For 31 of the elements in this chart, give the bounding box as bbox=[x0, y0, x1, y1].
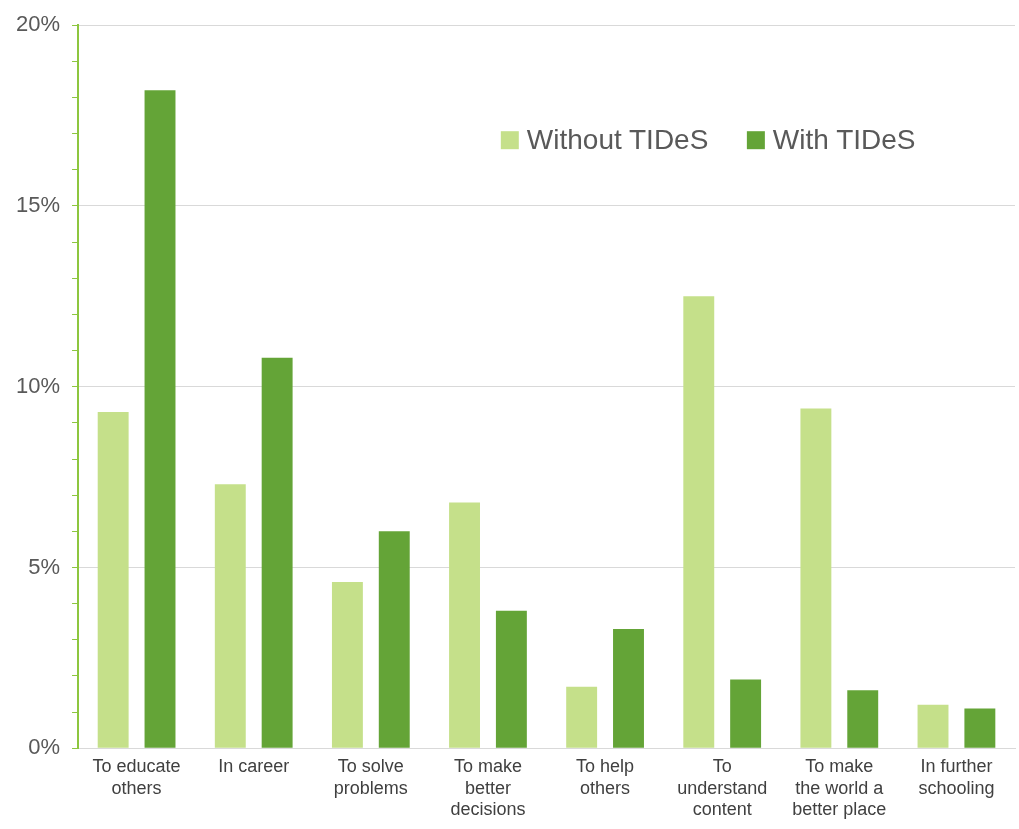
bar bbox=[964, 708, 996, 748]
x-tick-label: To make better decisions bbox=[450, 755, 526, 820]
y-tick-label: 10% bbox=[15, 372, 61, 398]
bar bbox=[214, 484, 246, 748]
bar bbox=[261, 357, 293, 748]
y-tick-label: 5% bbox=[28, 553, 61, 579]
y-tick-label: 15% bbox=[15, 192, 61, 218]
bar bbox=[730, 679, 762, 748]
bar bbox=[144, 90, 176, 748]
y-tick-label: 20% bbox=[15, 11, 61, 37]
bar bbox=[495, 610, 527, 748]
bar bbox=[97, 412, 129, 748]
x-tick-label: To help others bbox=[576, 755, 635, 798]
bar bbox=[378, 531, 410, 748]
bar bbox=[683, 296, 715, 748]
legend-label: With TIDeS bbox=[772, 123, 916, 155]
x-tick-label: To understand content bbox=[677, 755, 768, 820]
bar bbox=[449, 502, 480, 748]
x-tick-label: To make the world a better place bbox=[792, 755, 887, 820]
x-tick-label: In career bbox=[218, 755, 290, 776]
bar bbox=[917, 704, 949, 748]
bar bbox=[847, 690, 879, 748]
x-tick-label: To educate others bbox=[92, 755, 181, 798]
x-tick-label: In further schooling bbox=[918, 755, 995, 798]
y-tick-label: 0% bbox=[28, 734, 61, 760]
bar bbox=[800, 408, 832, 748]
x-tick-label: To solve problems bbox=[333, 755, 408, 798]
bar bbox=[566, 686, 598, 748]
bar bbox=[331, 581, 363, 748]
legend-label: Without TIDeS bbox=[526, 123, 709, 155]
bar bbox=[613, 628, 644, 748]
